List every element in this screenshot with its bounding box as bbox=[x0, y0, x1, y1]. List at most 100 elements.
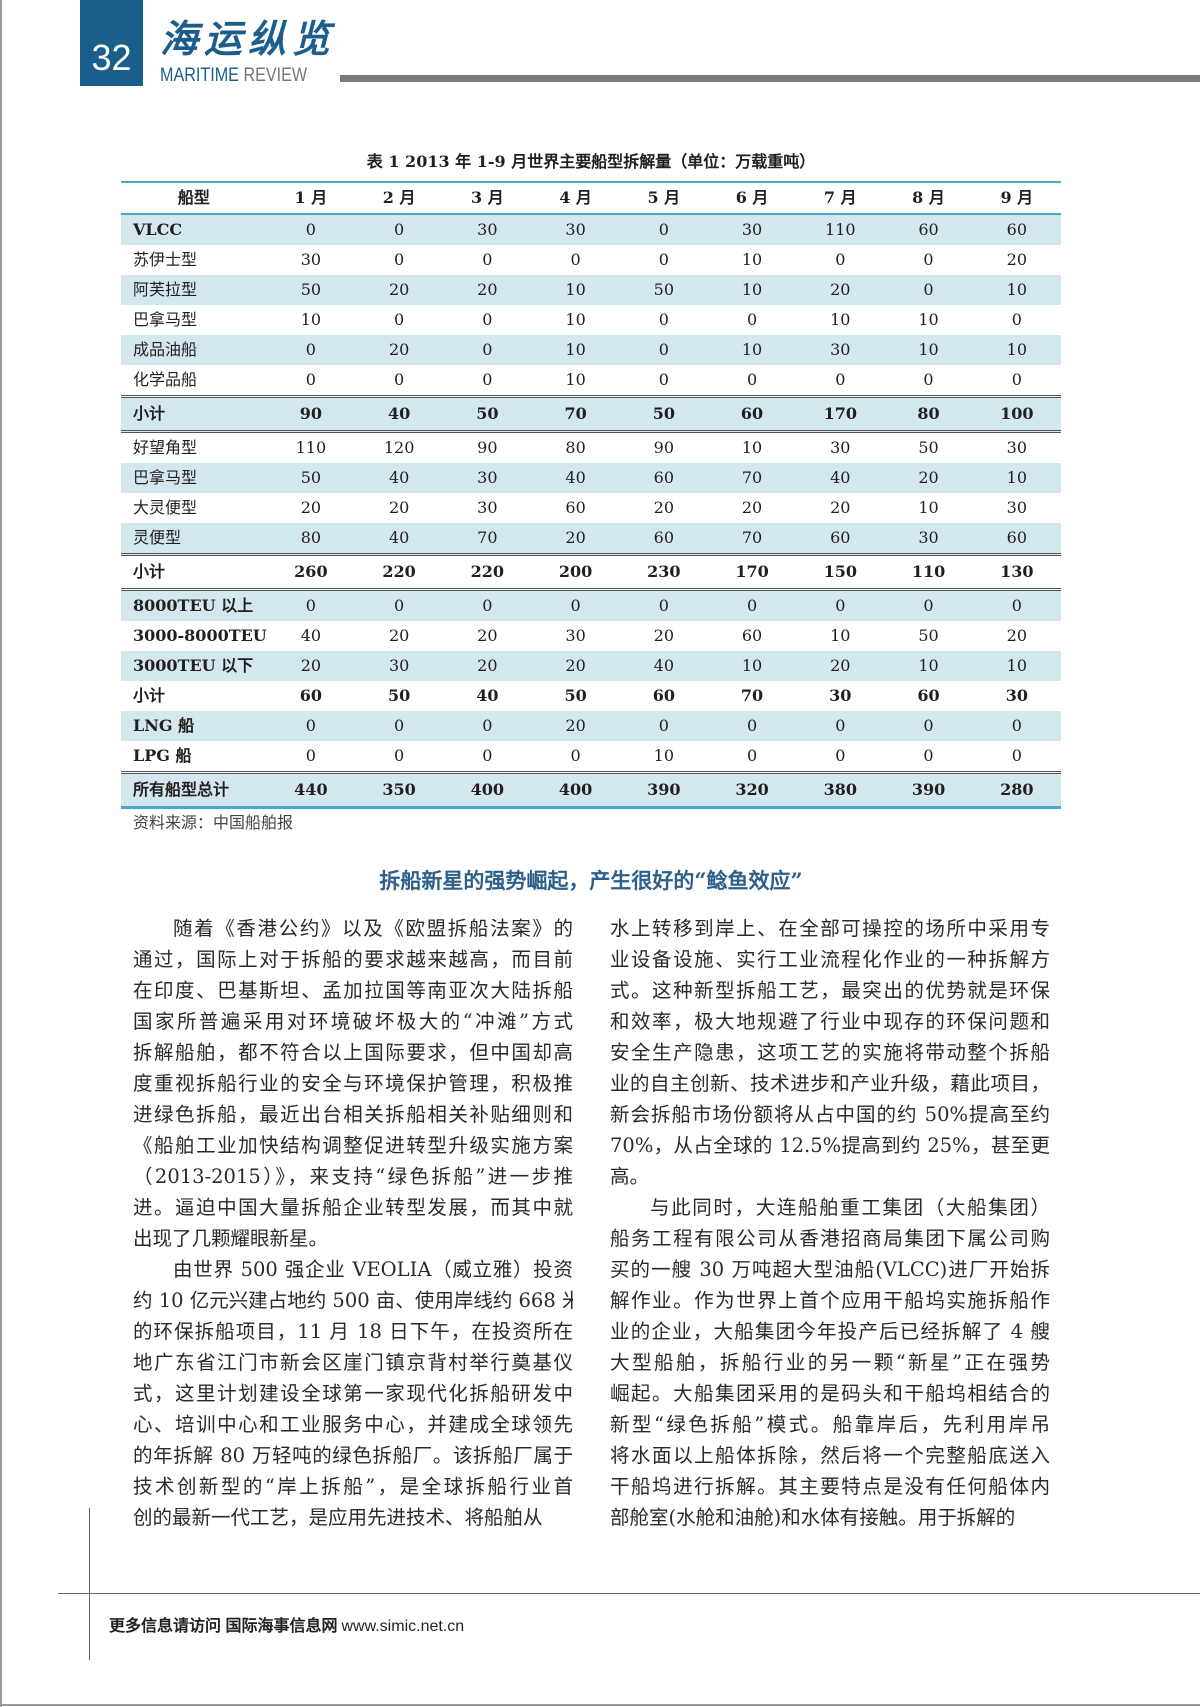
table-cell: 10 bbox=[531, 335, 620, 365]
table-cell: 80 bbox=[266, 523, 355, 555]
table-cell: 0 bbox=[923, 370, 934, 389]
footer-link[interactable]: www.simic.net.cn bbox=[341, 1618, 465, 1635]
table-cell: 220 bbox=[355, 553, 444, 591]
table-cell: 100 bbox=[972, 395, 1061, 433]
article-column-left: 随着《香港公约》以及《欧盟拆船法案》的 通过，国际上对于拆船的要求越来越高，而目前… bbox=[133, 913, 573, 1533]
table-cell: 30 bbox=[1005, 686, 1028, 705]
table-cell: 170 bbox=[707, 553, 797, 591]
table-cell: 60 bbox=[972, 214, 1061, 245]
table-cell: 20 bbox=[1006, 250, 1027, 269]
table-cell: 50 bbox=[918, 438, 939, 457]
text-line: 解作业。作为世界上首个应用干船坞实施拆船作 bbox=[610, 1289, 1050, 1312]
ship-type-label: 阿芙拉型 bbox=[121, 275, 267, 305]
ship-type-label: 化学品船 bbox=[133, 370, 198, 389]
ship-type-label: 小计 bbox=[121, 553, 267, 591]
table-cell: 0 bbox=[796, 589, 885, 621]
text-line: 和效率，极大地规避了行业中现存的环保问题和 bbox=[610, 1010, 1050, 1033]
table-cell: 60 bbox=[619, 463, 708, 493]
table-cell: 0 bbox=[619, 589, 708, 621]
table-cell: 260 bbox=[266, 553, 355, 591]
table-cell: 60 bbox=[884, 214, 973, 245]
table-cell: 10 bbox=[918, 310, 939, 329]
table-cell: 0 bbox=[923, 250, 934, 269]
text-line: 进绿色拆船，最近出台相关拆船相关补贴细则和 bbox=[133, 1103, 573, 1126]
text-line: 在印度、巴基斯坦、孟加拉国等南亚次大陆拆船 bbox=[133, 979, 573, 1002]
text-line: 式。这种新型拆船工艺，最突出的优势就是环保 bbox=[610, 979, 1050, 1002]
table-cell: 20 bbox=[443, 651, 532, 681]
subtotal-row: 小计 90 40 50 70 50 60 170 80 100 bbox=[121, 395, 1061, 433]
table-row: 苏伊士型 30 0 0 0 0 10 0 0 20 bbox=[121, 245, 1061, 275]
ship-type-label: 所有船型总计 bbox=[121, 771, 267, 809]
table-cell: 10 bbox=[565, 370, 586, 389]
table-cell: 10 bbox=[741, 250, 763, 269]
column-header: 2 月 bbox=[355, 181, 444, 215]
table-cell: 20 bbox=[653, 626, 674, 645]
ship-type-label: 大灵便型 bbox=[133, 498, 198, 517]
table-cell: 10 bbox=[830, 310, 851, 329]
table-cell: 10 bbox=[707, 651, 797, 681]
table-cell: 0 bbox=[707, 589, 797, 621]
article-column-right: 水上转移到岸上、在全部可操控的场所中采用专 业设备设施、实行工业流程化作业的一种拆… bbox=[610, 913, 1050, 1533]
table-cell: 0 bbox=[619, 335, 708, 365]
table-cell: 30 bbox=[300, 250, 322, 269]
table-cell: 20 bbox=[531, 711, 620, 741]
table-cell: 10 bbox=[531, 275, 620, 305]
table-cell: 10 bbox=[884, 651, 973, 681]
table-row: 成品油船 0 20 0 10 0 10 30 10 10 bbox=[121, 335, 1061, 365]
section-heading: 拆船新星的强势崛起，产生很好的“鲶鱼效应” bbox=[379, 868, 803, 893]
table-cell: 20 bbox=[477, 626, 498, 645]
text-line: 度重视拆船行业的安全与环境保护管理，积极推 bbox=[133, 1072, 573, 1095]
ship-type-label: 苏伊士型 bbox=[133, 250, 198, 269]
table-cell: 0 bbox=[746, 310, 758, 329]
table-cell: 0 bbox=[570, 746, 581, 765]
text-line: 拆解船舶，都不符合以上国际要求，但中国却高 bbox=[133, 1041, 573, 1064]
column-header: 6 月 bbox=[707, 181, 797, 215]
table-cell: 0 bbox=[394, 370, 405, 389]
table-cell: 10 bbox=[707, 335, 797, 365]
table-cell: 20 bbox=[1006, 626, 1027, 645]
table-row: LPG 船 0 0 0 0 10 0 0 0 0 bbox=[121, 741, 1061, 773]
table-cell: 60 bbox=[741, 626, 763, 645]
ship-type-label: LPG 船 bbox=[133, 746, 192, 765]
table-cell: 70 bbox=[740, 686, 764, 705]
ship-type-label: 巴拿马型 bbox=[121, 463, 267, 493]
table-cell: 110 bbox=[295, 438, 327, 457]
table-cell: 20 bbox=[266, 651, 355, 681]
table-cell: 0 bbox=[884, 275, 973, 305]
table-cell: 0 bbox=[746, 746, 758, 765]
table-cell: 0 bbox=[482, 746, 493, 765]
text-line: 创的最新一代工艺，是应用先进技术、将船舶从 bbox=[133, 1506, 543, 1529]
table-cell: 60 bbox=[299, 686, 323, 705]
column-header: 8 月 bbox=[884, 181, 973, 215]
total-row: 所有船型总计 440 350 400 400 390 320 380 390 280 bbox=[121, 771, 1061, 809]
table-cell: 380 bbox=[796, 771, 885, 809]
text-line: 安全生产隐患，这项工艺的实施将带动整个拆船 bbox=[610, 1041, 1050, 1064]
table-cell: 400 bbox=[443, 771, 532, 809]
table-cell: 130 bbox=[972, 553, 1061, 591]
table-cell: 0 bbox=[884, 589, 973, 621]
table-cell: 0 bbox=[884, 711, 973, 741]
table-cell: 10 bbox=[653, 746, 674, 765]
table-cell: 30 bbox=[531, 214, 620, 245]
table-cell: 110 bbox=[796, 214, 885, 245]
table-cell: 50 bbox=[619, 275, 708, 305]
table-cell: 50 bbox=[564, 686, 587, 705]
table-cell: 0 bbox=[355, 589, 444, 621]
table-cell: 0 bbox=[746, 370, 758, 389]
ship-type-label: 成品油船 bbox=[121, 335, 267, 365]
table-cell: 30 bbox=[565, 626, 586, 645]
table-cell: 80 bbox=[884, 395, 973, 433]
table-row: 阿芙拉型 50 20 20 10 50 10 20 0 10 bbox=[121, 275, 1061, 305]
table-source: 资料来源：中国船舶报 bbox=[133, 813, 294, 832]
footer: 更多信息请访问 国际海事信息网 www.simic.net.cn bbox=[109, 1617, 464, 1637]
table-cell: 70 bbox=[707, 523, 797, 555]
table-cell: 90 bbox=[653, 438, 674, 457]
table-cell: 0 bbox=[305, 370, 316, 389]
table-cell: 40 bbox=[619, 651, 708, 681]
table-cell: 30 bbox=[443, 214, 532, 245]
table-cell: 40 bbox=[531, 463, 620, 493]
footer-divider bbox=[58, 1593, 1200, 1594]
table-cell: 20 bbox=[300, 498, 322, 517]
table-cell: 20 bbox=[388, 498, 410, 517]
